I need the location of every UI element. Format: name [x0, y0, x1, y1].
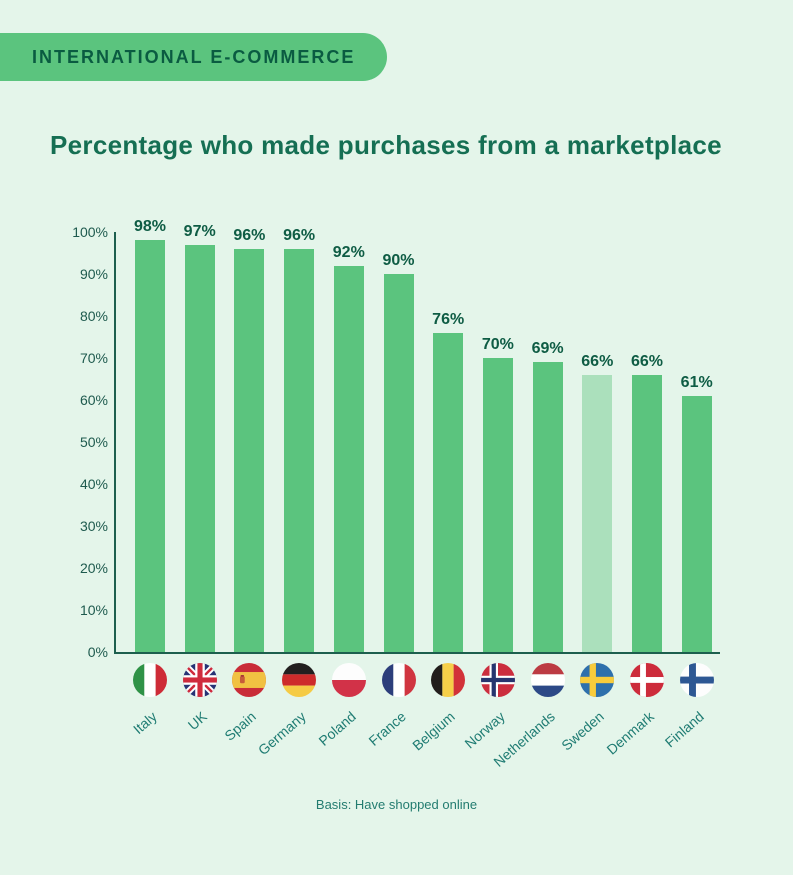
y-tick-label: 40%	[79, 476, 108, 492]
y-tick-label: 50%	[79, 434, 108, 450]
bar-value-label-netherlands: 69%	[531, 340, 564, 358]
y-tick-label: 10%	[79, 602, 108, 618]
flag-germany-icon	[282, 663, 317, 697]
bar-spain	[234, 248, 265, 652]
bar-france	[383, 274, 414, 652]
bar-uk	[184, 244, 215, 652]
bar-germany	[284, 248, 315, 652]
flag-netherlands-icon	[530, 663, 565, 697]
bar-value-label-poland: 92%	[332, 243, 365, 261]
y-tick-label: 20%	[79, 560, 108, 576]
bar-finland	[681, 395, 712, 652]
flag-finland-icon	[679, 663, 714, 697]
flag-spain-icon	[232, 663, 267, 697]
page-title: Percentage who made purchases from a mar…	[50, 130, 722, 160]
flag-poland-icon	[331, 663, 366, 697]
bar-value-label-belgium: 76%	[432, 310, 465, 328]
flag-sweden-icon	[580, 663, 615, 697]
bar-sweden	[582, 374, 613, 652]
flag-denmark-icon	[630, 663, 664, 697]
bar-value-label-norway: 70%	[481, 336, 514, 353]
basis-footnote: Basis: Have shopped online	[315, 797, 478, 812]
bar-poland	[333, 265, 364, 652]
bar-value-label-denmark: 66%	[630, 352, 664, 370]
bar-value-label-france: 90%	[382, 252, 415, 269]
y-tick-label: 0%	[87, 644, 108, 660]
y-tick-label: 70%	[79, 350, 108, 366]
bar-norway	[482, 358, 513, 652]
y-tick-label: 90%	[79, 266, 108, 282]
bar-value-label-spain: 96%	[233, 226, 266, 244]
bar-italy	[135, 240, 165, 652]
category-badge: INTERNATIONAL E-COMMERCE	[0, 33, 388, 81]
bar-netherlands	[532, 362, 563, 652]
bar-value-label-italy: 98%	[133, 218, 167, 236]
bar-denmark	[632, 374, 662, 652]
flag-belgium-icon	[431, 663, 466, 697]
category-badge-label: INTERNATIONAL E-COMMERCE	[32, 46, 356, 67]
y-tick-label: 80%	[79, 308, 108, 324]
y-tick-label: 60%	[79, 392, 108, 408]
bar-value-label-uk: 97%	[183, 222, 216, 240]
flag-france-icon	[381, 663, 416, 697]
y-tick-label: 30%	[79, 518, 108, 534]
y-tick-label: 100%	[72, 224, 108, 240]
bar-value-label-finland: 61%	[680, 373, 713, 391]
flag-norway-icon	[480, 663, 515, 697]
bar-chart-plot-area: 100% 90% 80% 70% 60% 50% 40% 30% 20% 10% 0% 98% Ital…	[72, 219, 720, 770]
bar-belgium	[433, 332, 464, 652]
bar-value-label-germany: 96%	[283, 226, 316, 244]
flag-italy-icon	[133, 663, 167, 697]
bar-value-label-sweden: 66%	[581, 352, 614, 370]
flag-uk-icon	[182, 663, 217, 697]
